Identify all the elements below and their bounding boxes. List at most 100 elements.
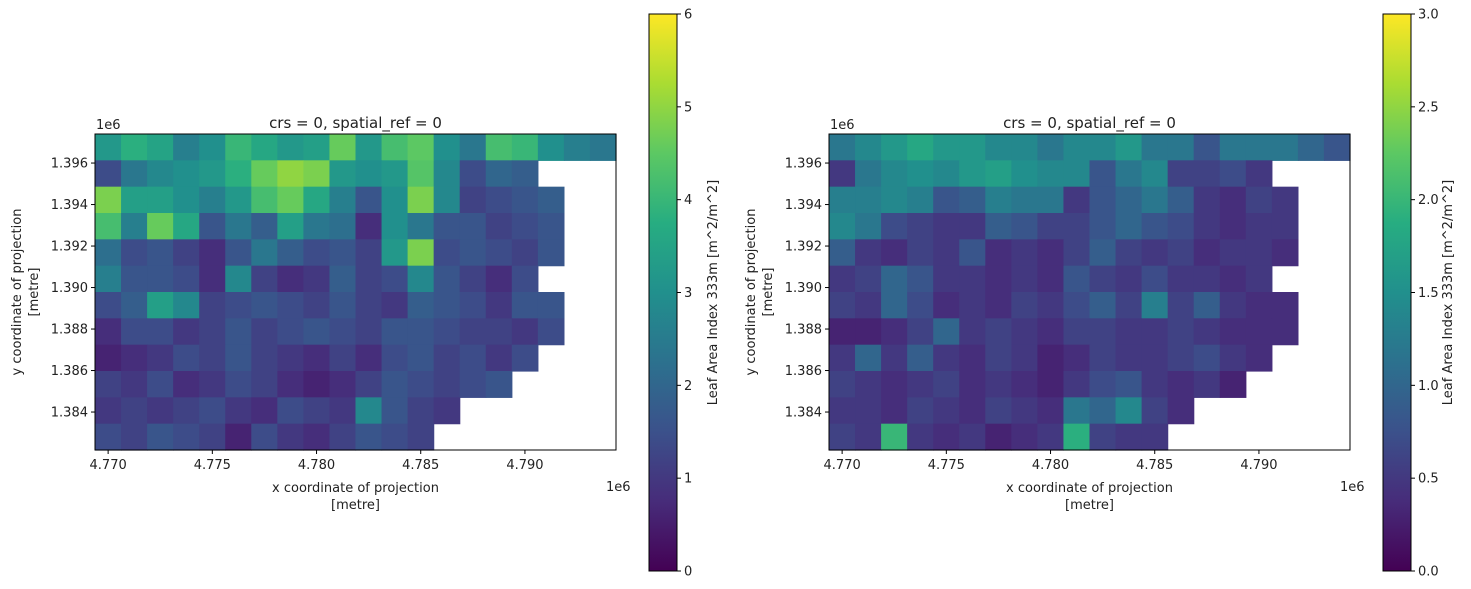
heatmap-cell: [1063, 292, 1091, 319]
heatmap-cell: [1089, 318, 1117, 346]
heatmap-cell: [407, 423, 435, 451]
heatmap-cell: [121, 318, 148, 346]
heatmap-cell: [1193, 213, 1221, 240]
heatmap-cell: [1219, 134, 1247, 161]
heatmap-cell: [95, 213, 122, 240]
heatmap-cell: [985, 134, 1012, 161]
heatmap-cell: [355, 318, 383, 346]
heatmap-cell: [1037, 160, 1065, 188]
y-tick-label: 1.386: [51, 364, 88, 379]
y-tick-label: 1.394: [785, 198, 822, 213]
heatmap-cell: [537, 318, 565, 346]
heatmap-cell: [407, 239, 435, 267]
heatmap-cell: [511, 239, 539, 267]
heatmap-cell: [933, 239, 960, 267]
heatmap-cell: [855, 344, 882, 372]
heatmap-cell: [1245, 318, 1273, 346]
heatmap-cell: [1193, 239, 1221, 267]
heatmap-cell: [459, 213, 487, 240]
x-tick-label: 4.780: [298, 458, 335, 473]
heatmap-cell: [381, 213, 409, 240]
heatmap-cell: [173, 292, 200, 319]
heatmap-cell: [459, 134, 487, 161]
heatmap-cell: [1011, 397, 1038, 425]
heatmap-cell: [1219, 213, 1247, 240]
heatmap-cell: [407, 186, 435, 214]
heatmap-cell: [459, 160, 487, 188]
y-tick-label: 1.396: [785, 157, 822, 172]
heatmap-cell: [199, 344, 226, 372]
heatmap-cell: [173, 423, 200, 451]
heatmap-cell: [1115, 292, 1143, 319]
heatmap-cell: [511, 186, 539, 214]
colorbar-tick-label: 0.5: [1418, 472, 1439, 487]
heatmap-cell: [881, 160, 908, 188]
heatmap-cell: [277, 186, 304, 214]
heatmap-cell: [933, 213, 960, 240]
heatmap-cell: [511, 344, 539, 372]
heatmap-cell: [433, 186, 461, 214]
heatmap-cell: [1167, 318, 1195, 346]
y-tick-label: 1.384: [785, 406, 822, 421]
colorbar-tick-label: 2.5: [1418, 100, 1439, 115]
heatmap-cell: [147, 397, 174, 425]
heatmap-cell: [985, 213, 1012, 240]
colorbar-tick-label: 1: [684, 472, 692, 487]
heatmap-cell: [985, 160, 1012, 188]
heatmap-cell: [121, 186, 148, 214]
heatmap-cell: [407, 344, 435, 372]
heatmap-cell: [985, 318, 1012, 346]
heatmap-cell: [1219, 186, 1247, 214]
heatmap-cell: [829, 239, 856, 267]
heatmap-cell: [355, 371, 383, 398]
heatmap-cell: [303, 344, 331, 372]
heatmap-cell: [933, 134, 960, 161]
heatmap-cell: [381, 265, 409, 293]
heatmap-cell: [1011, 371, 1038, 398]
heatmap-cell: [511, 213, 539, 240]
heatmap-cell: [1219, 344, 1247, 372]
heatmap-cell: [355, 265, 383, 293]
colorbar-label: Leaf Area Index 333m [m^2/m^2]: [1441, 180, 1456, 405]
heatmap-cell: [147, 292, 174, 319]
heatmap-cell: [1271, 134, 1299, 161]
heatmap-cell: [1297, 134, 1325, 161]
heatmap-cell: [277, 160, 304, 188]
heatmap-cell: [1167, 265, 1195, 293]
heatmap-cell: [907, 292, 934, 319]
heatmap-cell: [95, 344, 122, 372]
heatmap-cell: [1115, 423, 1143, 451]
heatmap-cell: [855, 160, 882, 188]
heatmap-cell: [329, 423, 357, 451]
heatmap-cell: [277, 318, 304, 346]
heatmap-cell: [1115, 344, 1143, 372]
heatmap-cell: [355, 397, 383, 425]
heatmap-cell: [329, 134, 357, 161]
heatmap-cell: [855, 318, 882, 346]
heatmap-cell: [1089, 160, 1117, 188]
heatmap-cell: [985, 292, 1012, 319]
heatmap-cell: [537, 292, 565, 319]
panel-1: 4.770 4.775 4.780 4.785 4.790 1.384 1.386 1.388…: [10, 8, 721, 580]
y-axis-label-unit: [metre]: [27, 268, 42, 317]
heatmap-cell: [1089, 371, 1117, 398]
y-tick-label: 1.390: [51, 281, 88, 296]
heatmap-cell: [959, 397, 986, 425]
heatmap-cell: [881, 397, 908, 425]
heatmap-cell: [407, 318, 435, 346]
heatmap-cell: [1193, 134, 1221, 161]
heatmap-cell: [1037, 423, 1065, 451]
heatmap-cell: [829, 397, 856, 425]
heatmap-cell: [1219, 371, 1247, 398]
heatmap-cell: [329, 160, 357, 188]
heatmap-cell: [147, 134, 174, 161]
heatmap-cell: [303, 239, 331, 267]
heatmap-cell: [225, 265, 252, 293]
heatmap-cell: [485, 186, 513, 214]
heatmap-cell: [121, 239, 148, 267]
heatmap-cell: [1037, 318, 1065, 346]
y-tick-label: 1.392: [51, 240, 88, 255]
heatmap-cell: [433, 239, 461, 267]
heatmap-cell: [1089, 344, 1117, 372]
heatmap-cell: [1063, 423, 1091, 451]
